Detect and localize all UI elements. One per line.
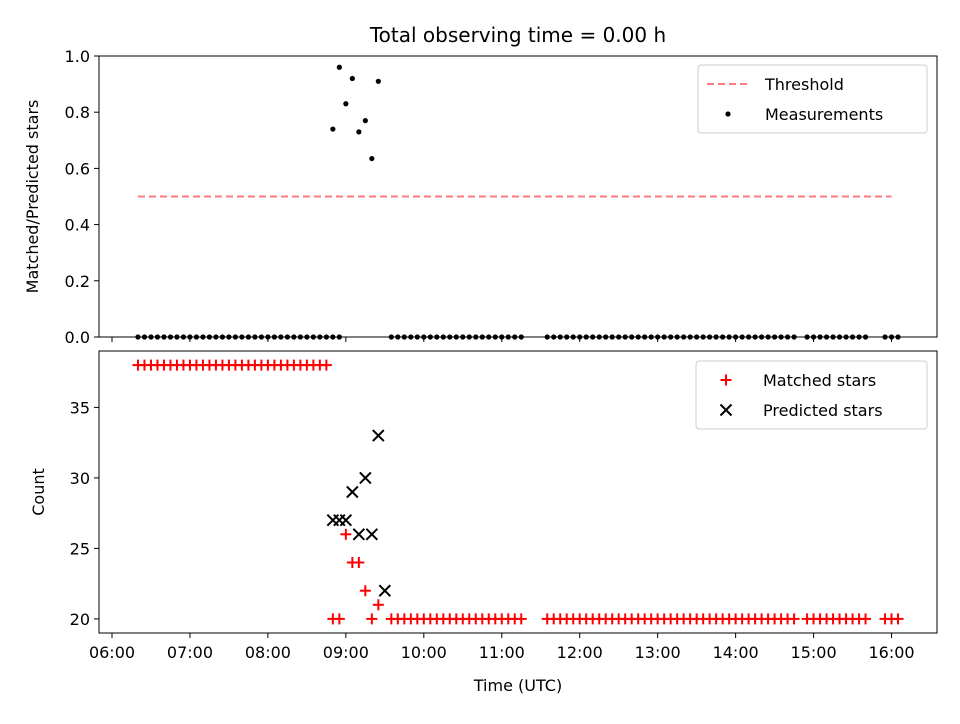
matched-star-point xyxy=(353,557,365,568)
bottom-y-tick-label: 20 xyxy=(70,610,90,629)
measurement-point xyxy=(362,118,368,124)
cross-b xyxy=(339,513,353,527)
x-tick-label: 16:00 xyxy=(868,643,914,662)
bottom-legend: Matched stars Predicted stars xyxy=(695,360,928,430)
matched-star-point xyxy=(366,613,378,625)
measurement-point xyxy=(349,75,355,82)
bottom-plot-frame xyxy=(98,350,938,634)
measurement-point xyxy=(369,155,375,162)
cross-b xyxy=(378,584,392,597)
predicted-star-point xyxy=(346,485,359,499)
top-y-axis-label: Matched/Predicted stars xyxy=(23,100,42,294)
matched-star-point xyxy=(892,613,904,625)
cross-b xyxy=(372,429,385,442)
x-tick-label: 12:00 xyxy=(557,643,603,662)
top-panel: 0.0 0.2 0.4 0.6 0.8 1.0 Matched/Predicted sta… xyxy=(23,47,938,347)
x-tick-label: 07:00 xyxy=(167,643,213,662)
measurement-point xyxy=(343,101,349,107)
legend-predicted-label: Predicted stars xyxy=(763,401,883,420)
predicted-stars-points xyxy=(326,429,392,597)
x-tick-label: 13:00 xyxy=(635,643,681,662)
x-tick-label: 09:00 xyxy=(323,643,369,662)
matched-star-point xyxy=(788,613,800,625)
x-tick-label: 11:00 xyxy=(479,643,525,662)
predicted-star-point xyxy=(359,471,372,485)
legend-threshold-label: Threshold xyxy=(764,75,844,94)
matched-star-point xyxy=(372,599,384,611)
cross-b xyxy=(719,403,733,417)
top-y-tick-label: 1.0 xyxy=(65,47,90,66)
bottom-y-ticks: 20 25 30 35 xyxy=(70,398,99,629)
legend-measurements-label: Measurements xyxy=(765,105,883,124)
x-tick-label: 10:00 xyxy=(401,643,447,662)
top-y-ticks: 0.0 0.2 0.4 0.6 0.8 1.0 xyxy=(65,47,99,347)
legend-measurements-symbol xyxy=(725,111,731,117)
bottom-y-tick-label: 30 xyxy=(70,469,90,488)
top-legend-box xyxy=(697,64,928,134)
x-tick-label: 08:00 xyxy=(245,643,291,662)
x-tick-label: 14:00 xyxy=(713,643,759,662)
bottom-y-tick-label: 35 xyxy=(70,398,90,417)
top-y-tick-label: 0.6 xyxy=(65,159,90,178)
bottom-x-ticks: 06:00 07:00 08:00 09:00 10:00 11:00 12:00 13:00… xyxy=(89,633,915,662)
matched-stars-points xyxy=(132,359,904,625)
predicted-star-point xyxy=(339,513,353,527)
x-axis-label: Time (UTC) xyxy=(473,676,562,695)
predicted-star-point xyxy=(378,584,392,597)
top-y-tick-label: 0.2 xyxy=(65,272,90,291)
matched-star-point xyxy=(333,613,345,625)
bottom-y-tick-label: 25 xyxy=(70,539,90,558)
cross-b xyxy=(346,485,359,499)
top-legend: Threshold Measurements xyxy=(697,64,928,134)
matched-star-point xyxy=(515,613,527,625)
measurement-point xyxy=(375,78,381,84)
matched-star-point xyxy=(340,528,352,540)
cross-b xyxy=(359,471,372,485)
legend-matched-label: Matched stars xyxy=(763,371,876,390)
legend-matched-symbol xyxy=(720,374,732,386)
measurement-point xyxy=(356,129,362,135)
legend-cross-marker xyxy=(719,403,733,417)
bottom-y-axis-label: Count xyxy=(29,468,48,516)
top-y-tick-label: 0.8 xyxy=(65,103,90,122)
top-y-tick-label: 0.4 xyxy=(65,216,90,235)
top-plot-frame xyxy=(98,55,938,338)
cross-b xyxy=(365,528,379,541)
predicted-star-point xyxy=(365,528,379,541)
measurement-point xyxy=(336,64,342,70)
bottom-legend-box xyxy=(695,360,928,430)
legend-plus-marker xyxy=(720,374,732,386)
x-tick-label: 06:00 xyxy=(89,643,135,662)
x-tick-label: 15:00 xyxy=(791,643,837,662)
predicted-star-point xyxy=(372,429,385,442)
matched-star-point xyxy=(320,359,332,371)
chart-title: Total observing time = 0.00 h xyxy=(369,23,666,47)
matched-star-point xyxy=(359,585,371,597)
bottom-panel: 20 25 30 35 06:00 07:00 08:00 09:00 10:00 11:00 1… xyxy=(29,350,938,695)
matched-star-point xyxy=(860,613,872,625)
legend-predicted-symbol xyxy=(719,403,733,417)
top-y-tick-label: 0.0 xyxy=(65,328,90,347)
predicted-star-point xyxy=(352,528,366,541)
measurement-point xyxy=(330,126,336,132)
cross-b xyxy=(352,528,366,541)
